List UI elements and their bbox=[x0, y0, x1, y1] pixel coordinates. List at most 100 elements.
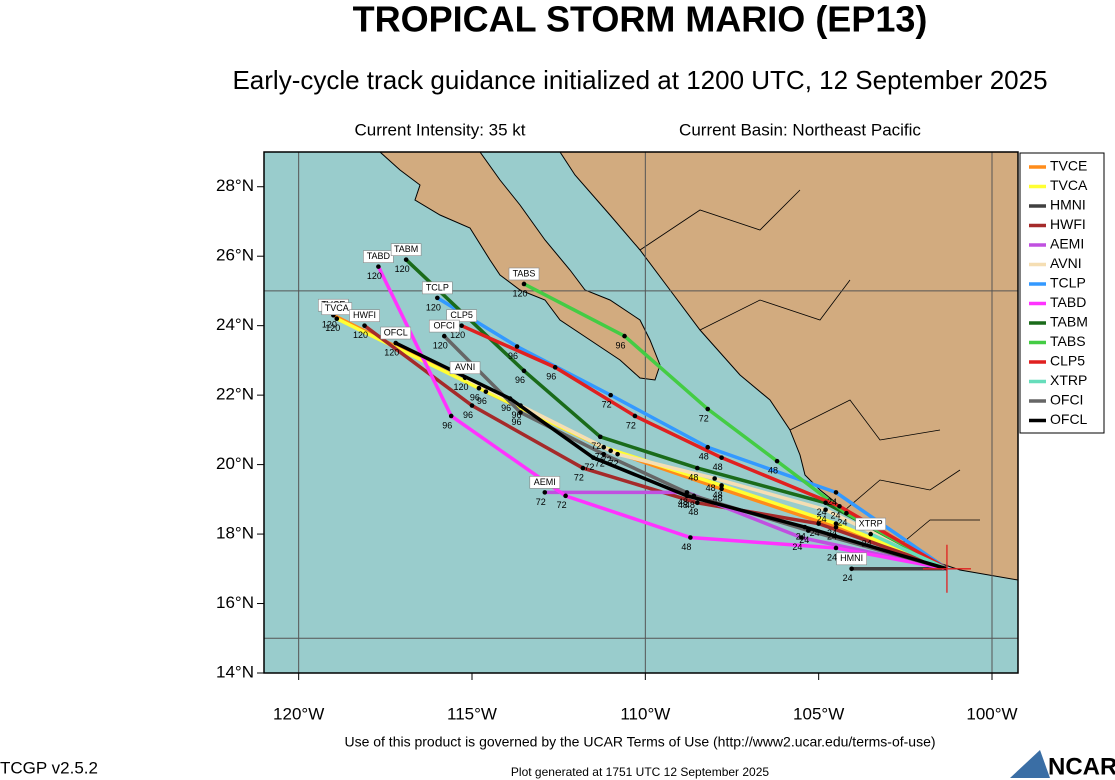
hour-label: 72 bbox=[602, 455, 612, 465]
hour-label: 24 bbox=[827, 528, 837, 538]
track-point bbox=[518, 410, 523, 415]
track-line bbox=[363, 324, 948, 571]
hour-label: 96 bbox=[470, 393, 480, 403]
track-point bbox=[833, 490, 839, 495]
hour-label: 24 bbox=[827, 497, 837, 507]
hour-label: 72 bbox=[591, 441, 601, 451]
track-name: AEMI bbox=[534, 477, 556, 487]
track-point bbox=[580, 465, 586, 471]
track-point bbox=[823, 500, 828, 506]
track-point bbox=[622, 333, 627, 339]
hour-label: 120 bbox=[322, 320, 337, 330]
hour-label: 48 bbox=[688, 472, 698, 482]
y-tick-label: 14°N bbox=[216, 662, 254, 681]
hour-label: 120 bbox=[450, 330, 465, 340]
hour-label: 48 bbox=[713, 490, 723, 500]
track-line bbox=[443, 334, 948, 571]
track-name: TABD bbox=[367, 251, 391, 261]
track-point bbox=[844, 510, 849, 516]
track-point bbox=[441, 333, 447, 339]
x-tick-label: 110°W bbox=[620, 704, 670, 723]
hour-label: 120 bbox=[454, 382, 469, 392]
track-point bbox=[563, 493, 568, 499]
hour-label: 72 bbox=[536, 497, 546, 507]
track-point bbox=[833, 524, 839, 530]
track-point bbox=[591, 455, 596, 460]
track-line bbox=[460, 324, 948, 571]
x-tick-label: 100°W bbox=[966, 704, 1017, 723]
track-name: XTRP bbox=[859, 518, 883, 528]
subtitle: Early-cycle track guidance initialized a… bbox=[232, 65, 1047, 95]
hour-label: 48 bbox=[681, 542, 691, 552]
track-point bbox=[833, 521, 839, 526]
track-name: TABS bbox=[513, 268, 536, 278]
hour-label: 24 bbox=[862, 538, 872, 548]
track-name-box bbox=[508, 267, 540, 281]
x-tick-label: 115°W bbox=[447, 704, 497, 723]
track-point bbox=[719, 455, 724, 460]
hour-label: 96 bbox=[512, 410, 522, 420]
legend-label: CLP5 bbox=[1050, 353, 1085, 369]
hour-label: 96 bbox=[442, 420, 452, 430]
hour-label: 72 bbox=[595, 459, 605, 469]
legend-label: HWFI bbox=[1050, 216, 1086, 232]
track-name-box bbox=[380, 326, 412, 340]
track-point bbox=[719, 483, 724, 488]
legend-box bbox=[1019, 152, 1105, 434]
hour-label: 120 bbox=[367, 271, 382, 281]
track-point bbox=[705, 406, 711, 412]
track-point bbox=[403, 257, 409, 262]
map-frame bbox=[263, 151, 1019, 674]
hour-label: 96 bbox=[477, 396, 487, 406]
track-point bbox=[514, 344, 520, 349]
hour-label: 120 bbox=[512, 288, 527, 298]
hour-label: 48 bbox=[768, 466, 778, 476]
hour-label: 120 bbox=[353, 330, 368, 340]
hour-label: 96 bbox=[501, 403, 511, 413]
track-point bbox=[712, 476, 717, 481]
track-point bbox=[608, 392, 613, 398]
y-tick-label: 26°N bbox=[216, 246, 254, 265]
track-point bbox=[483, 389, 489, 394]
hour-label: 120 bbox=[325, 323, 340, 333]
track-point bbox=[688, 535, 693, 540]
y-tick-label: 18°N bbox=[216, 524, 254, 543]
hour-label: 72 bbox=[609, 459, 619, 469]
track-point bbox=[476, 385, 482, 391]
track-point bbox=[435, 295, 440, 301]
track-point bbox=[684, 493, 690, 499]
x-tick-label: 120°W bbox=[273, 704, 324, 723]
hour-label: 120 bbox=[433, 340, 448, 350]
track-point bbox=[376, 264, 381, 269]
hour-label: 48 bbox=[678, 497, 688, 507]
title: TROPICAL STORM MARIO (EP13) bbox=[353, 0, 928, 40]
track-name-box bbox=[529, 476, 561, 489]
generated: Plot generated at 1751 UTC 12 September … bbox=[511, 765, 769, 779]
track-point bbox=[684, 490, 690, 495]
legend-label: TABS bbox=[1050, 333, 1086, 349]
intensity: Current Intensity: 35 kt bbox=[354, 120, 525, 139]
hour-label: 24 bbox=[837, 518, 847, 528]
track-point bbox=[552, 365, 558, 370]
hour-label: 96 bbox=[508, 351, 518, 361]
hour-label: 72 bbox=[595, 452, 605, 462]
track-point bbox=[816, 521, 821, 526]
hour-label: 120 bbox=[384, 347, 399, 357]
track-point bbox=[632, 413, 638, 419]
legend-label: OFCI bbox=[1050, 392, 1083, 408]
logo: NCAR bbox=[1048, 753, 1115, 780]
track-name: TABM bbox=[394, 244, 418, 254]
track-line bbox=[376, 265, 948, 571]
hour-label: 48 bbox=[685, 500, 695, 510]
track-name-box bbox=[836, 552, 867, 566]
track-point bbox=[849, 566, 854, 572]
track-point bbox=[459, 323, 464, 328]
y-tick-label: 24°N bbox=[216, 315, 254, 334]
track-point bbox=[521, 368, 527, 374]
hour-label: 72 bbox=[699, 413, 709, 423]
track-name-box bbox=[449, 361, 481, 375]
legend-label: TVCA bbox=[1050, 177, 1088, 193]
track-point bbox=[521, 281, 527, 287]
track-line bbox=[436, 296, 948, 571]
state-borders bbox=[639, 189, 980, 546]
